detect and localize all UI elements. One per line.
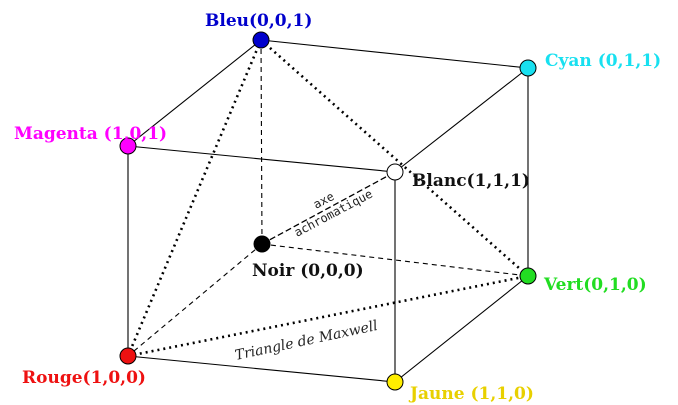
label-cyan: Cyan (0,1,1) (545, 51, 661, 71)
axe-label-line2: achromatique (292, 187, 375, 240)
vertex-cyan (519, 59, 537, 77)
vertex-bleu (252, 31, 270, 49)
triangle-bleu-rouge (126, 39, 263, 357)
label-blanc: Blanc(1,1,1) (412, 171, 530, 191)
label-noir: Noir (0,0,0) (252, 261, 364, 281)
edge-bleu-magenta (127, 39, 262, 147)
edge-rouge-jaune (127, 355, 396, 383)
vertex-magenta (119, 137, 137, 155)
label-rouge: Rouge(1,0,0) (22, 368, 146, 388)
maxwell-triangle (126, 39, 529, 358)
cube-hidden-edges (127, 39, 529, 357)
cube-solid-edges (127, 39, 529, 383)
edge-vert-jaune (394, 275, 529, 383)
achromatic-axis (261, 171, 396, 245)
triangle-rouge-vert (127, 274, 529, 358)
cube-vertices (119, 31, 537, 391)
label-vert: Vert(0,1,0) (543, 275, 647, 295)
label-magenta: Magenta (1,0,1) (14, 124, 167, 144)
label-bleu: Bleu(0,0,1) (205, 11, 312, 31)
edge-noir-rouge (127, 243, 263, 357)
maxwell-triangle-label: Triangle de Maxwell (234, 318, 380, 364)
edge-bleu-cyan (260, 39, 529, 69)
edge-bleu-noir (260, 39, 263, 245)
vertex-rouge (119, 347, 137, 365)
vertex-noir (253, 235, 271, 253)
vertex-blanc (386, 163, 404, 181)
label-jaune: Jaune (1,1,0) (408, 384, 534, 404)
vertex-jaune (386, 373, 404, 391)
edge-cyan-blanc (394, 67, 529, 173)
vertex-vert (519, 267, 537, 285)
